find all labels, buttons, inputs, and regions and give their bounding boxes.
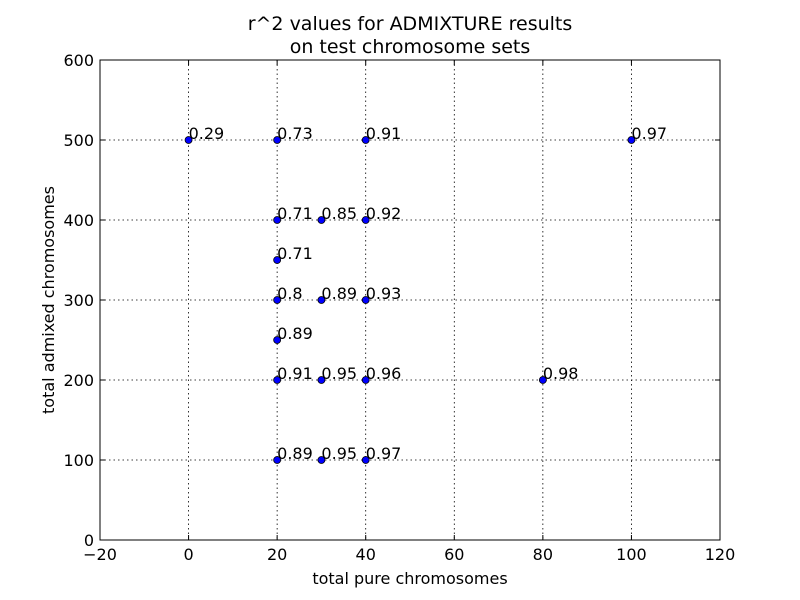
data-point-label: 0.96 bbox=[366, 364, 402, 383]
data-point bbox=[273, 136, 282, 144]
y-tick-label: 400 bbox=[63, 211, 94, 230]
points-layer bbox=[184, 136, 636, 464]
data-point-label: 0.73 bbox=[277, 124, 313, 143]
data-point bbox=[317, 216, 326, 224]
data-point-label: 0.97 bbox=[366, 444, 402, 463]
data-point bbox=[361, 216, 370, 224]
data-point-label: 0.92 bbox=[366, 204, 402, 223]
data-point bbox=[361, 136, 370, 144]
data-point bbox=[317, 376, 326, 384]
x-tick-label: 40 bbox=[356, 545, 376, 564]
x-tick-label: 120 bbox=[705, 545, 736, 564]
y-tick-label: 100 bbox=[63, 451, 94, 470]
point-labels-layer: 0.29 0.73 0.91 0.97 0.71 0.85 0.92 0.71 0.8 0.89 0… bbox=[189, 124, 667, 463]
data-point bbox=[361, 376, 370, 384]
y-tick-label: 500 bbox=[63, 131, 94, 150]
data-point-label: 0.89 bbox=[321, 284, 357, 303]
plot-area-frame bbox=[99, 59, 721, 541]
data-point-label: 0.91 bbox=[277, 364, 313, 383]
y-tick-label: 600 bbox=[63, 51, 94, 70]
x-tick-label: 0 bbox=[183, 545, 193, 564]
y-axis-label: total admixed chromosomes bbox=[39, 186, 58, 414]
data-point-label: 0.8 bbox=[277, 284, 302, 303]
data-point bbox=[627, 136, 636, 144]
x-tick-label: 80 bbox=[533, 545, 553, 564]
data-point bbox=[273, 376, 282, 384]
data-point bbox=[273, 256, 282, 264]
y-tick-label: 0 bbox=[84, 531, 94, 550]
x-tick-label: −20 bbox=[83, 545, 117, 564]
x-axis-label: total pure chromosomes bbox=[312, 569, 507, 588]
data-point-label: 0.98 bbox=[543, 364, 579, 383]
data-point bbox=[361, 456, 370, 464]
data-point-label: 0.71 bbox=[277, 244, 313, 263]
data-point-label: 0.93 bbox=[366, 284, 402, 303]
data-point-label: 0.91 bbox=[366, 124, 402, 143]
data-point bbox=[273, 216, 282, 224]
data-point-label: 0.85 bbox=[321, 204, 357, 223]
data-point-label: 0.95 bbox=[321, 444, 357, 463]
data-point bbox=[273, 456, 282, 464]
x-tick-label: 100 bbox=[616, 545, 647, 564]
data-point-label: 0.29 bbox=[189, 124, 225, 143]
data-point bbox=[317, 296, 326, 304]
x-tick-label: 60 bbox=[444, 545, 464, 564]
data-point bbox=[361, 296, 370, 304]
x-tick-label: 20 bbox=[267, 545, 287, 564]
data-point-label: 0.89 bbox=[277, 444, 313, 463]
data-point-label: 0.95 bbox=[321, 364, 357, 383]
data-point bbox=[538, 376, 547, 384]
data-point-label: 0.89 bbox=[277, 324, 313, 343]
chart-title-line-1: r^2 values for ADMIXTURE results bbox=[248, 13, 573, 35]
y-tick-label: 300 bbox=[63, 291, 94, 310]
y-tick-label: 200 bbox=[63, 371, 94, 390]
data-point-label: 0.97 bbox=[631, 124, 667, 143]
data-point bbox=[273, 296, 282, 304]
chart-title-line-2: on test chromosome sets bbox=[290, 36, 531, 58]
data-point bbox=[317, 456, 326, 464]
data-point bbox=[273, 336, 282, 344]
data-point-label: 0.71 bbox=[277, 204, 313, 223]
data-point bbox=[184, 136, 193, 144]
